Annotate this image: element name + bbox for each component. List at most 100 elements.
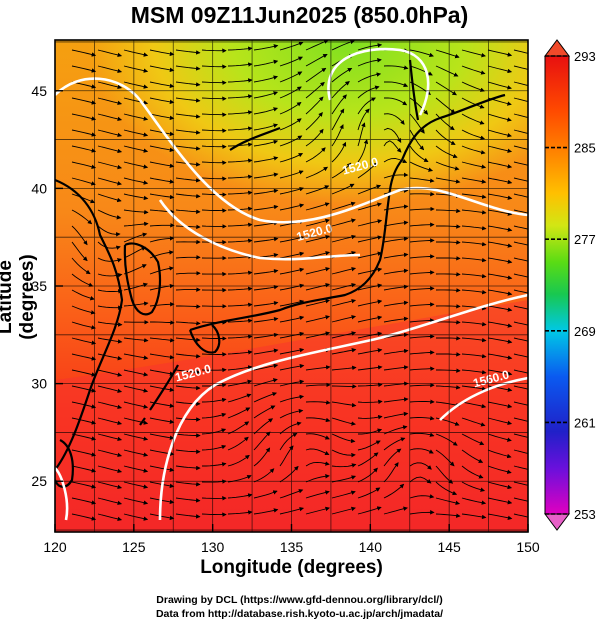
streamline (409, 350, 435, 355)
colorbar: 293 285 277 269 261 253 (544, 39, 596, 531)
streamline (357, 162, 378, 179)
streamline (71, 337, 97, 345)
streamline (149, 353, 175, 360)
x-tick-label-150: 150 (516, 539, 540, 555)
streamline (227, 94, 253, 99)
y-tick-label-45: 45 (31, 83, 47, 99)
streamline (253, 405, 276, 419)
streamline (71, 273, 94, 287)
streamline (357, 219, 383, 227)
streamline (461, 497, 487, 505)
streamline (461, 193, 487, 199)
streamline (71, 449, 97, 457)
streamline (513, 401, 528, 406)
streamline (97, 65, 123, 74)
streamline (436, 240, 461, 245)
streamline (513, 321, 528, 326)
y-tick-label-30: 30 (31, 376, 47, 392)
streamline (305, 299, 331, 307)
streamline (149, 337, 175, 343)
streamline (123, 449, 149, 457)
streamline (97, 385, 123, 394)
streamline (435, 81, 457, 96)
streamline (487, 145, 513, 153)
streamline (227, 62, 253, 67)
streamline (149, 369, 175, 376)
streamline (97, 481, 123, 490)
streamline (357, 440, 381, 451)
streamline (71, 513, 97, 521)
contour-southwest (55, 467, 69, 521)
streamline (461, 513, 487, 520)
streamline (461, 273, 487, 279)
streamline (227, 334, 253, 339)
streamline (357, 184, 382, 195)
coastlines (55, 59, 506, 488)
streamline (149, 513, 175, 521)
streamline (513, 305, 528, 310)
streamline (305, 474, 330, 483)
streamline (97, 145, 123, 154)
streamline (436, 368, 461, 373)
streamline (357, 58, 382, 67)
streamline (175, 209, 201, 214)
streamline (97, 321, 123, 327)
streamline (435, 161, 460, 171)
streamline (383, 65, 409, 70)
streamline (409, 191, 435, 197)
streamline (201, 444, 227, 451)
streamline (383, 437, 406, 451)
colorbar-label-261: 261 (574, 415, 596, 430)
streamline (357, 139, 369, 163)
streamline (175, 481, 201, 487)
streamline (123, 209, 149, 215)
streamline (227, 510, 253, 515)
streamline (461, 113, 485, 125)
streamline (435, 336, 461, 341)
streamline (487, 289, 513, 296)
streamline (227, 174, 253, 180)
streamline (71, 209, 93, 225)
colorbar-label-277: 277 (574, 232, 596, 247)
streamline (461, 81, 485, 92)
streamline (175, 270, 201, 276)
streamline (71, 497, 97, 505)
streamline (201, 208, 227, 213)
streamline (383, 113, 405, 125)
streamline (71, 129, 97, 137)
streamline (227, 110, 253, 115)
streamline (175, 321, 201, 326)
streamline (383, 268, 409, 275)
streamline (409, 510, 435, 515)
streamline (487, 321, 513, 328)
streamline (305, 283, 331, 291)
streamline (305, 490, 330, 499)
streamline (383, 284, 409, 291)
streamline (383, 140, 402, 153)
streamline (253, 188, 279, 195)
streamline (331, 124, 344, 147)
streamline (435, 513, 461, 518)
streamline (357, 331, 383, 339)
streamline (253, 363, 279, 371)
streamline (331, 433, 356, 444)
streamline (175, 417, 201, 422)
streamline (461, 257, 487, 263)
streamline (201, 512, 227, 517)
streamline (487, 497, 513, 505)
streamline (383, 348, 409, 355)
streamline (279, 86, 302, 99)
streamline (409, 448, 434, 454)
streamline (123, 353, 149, 360)
streamline (461, 241, 487, 247)
streamline (305, 448, 330, 456)
streamline (175, 193, 201, 199)
colorbar-ticks: 293 285 277 269 261 253 (545, 49, 596, 522)
streamline (71, 97, 97, 105)
streamline (175, 369, 201, 375)
streamline (409, 494, 435, 499)
streamline (513, 513, 528, 518)
streamline (305, 81, 325, 99)
chart-title: MSM 09Z11Jun2025 (850.0hPa) (130, 2, 469, 28)
